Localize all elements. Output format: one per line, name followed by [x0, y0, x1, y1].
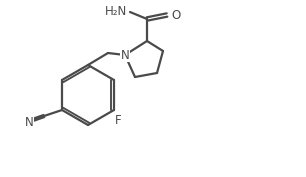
- Text: O: O: [171, 8, 180, 21]
- Text: N: N: [25, 116, 34, 129]
- Text: H₂N: H₂N: [105, 4, 127, 18]
- Text: N: N: [121, 48, 129, 61]
- Text: F: F: [115, 113, 121, 127]
